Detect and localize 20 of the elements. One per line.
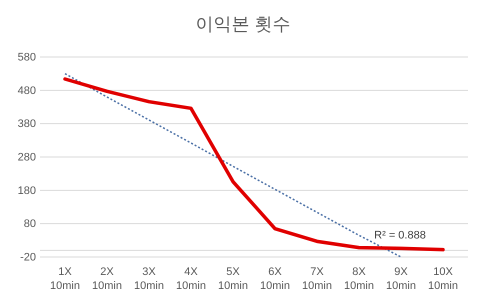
x-tick-label: 6X 10min <box>260 266 290 292</box>
y-tick-label: 80 <box>24 218 36 230</box>
line-series <box>63 77 445 252</box>
x-tick-label: 5X 10min <box>218 266 248 292</box>
x-tick-label: 4X 10min <box>176 266 206 292</box>
chart-title: 이익본 횟수 <box>195 14 291 34</box>
x-tick-label: 3X 10min <box>134 266 164 292</box>
y-tick-label: 480 <box>18 84 36 97</box>
y-tick-label: 280 <box>18 152 36 164</box>
y-tick-label: -20 <box>20 252 36 264</box>
x-tick-label: 2X 10min <box>92 266 122 292</box>
x-tick-label: 10X 10min <box>428 266 458 292</box>
y-tick-label: 180 <box>18 184 36 197</box>
y-tick-label: 580 <box>18 52 36 64</box>
x-tick-label: 9X 10min <box>386 266 416 292</box>
annotation: R² = 0.888 <box>374 230 426 242</box>
y-tick-label: 380 <box>18 118 36 130</box>
x-tick-label: 1X 10min <box>50 266 80 292</box>
x-tick-label: 8X 10min <box>344 266 374 292</box>
x-tick-label: 7X 10min <box>302 266 332 292</box>
